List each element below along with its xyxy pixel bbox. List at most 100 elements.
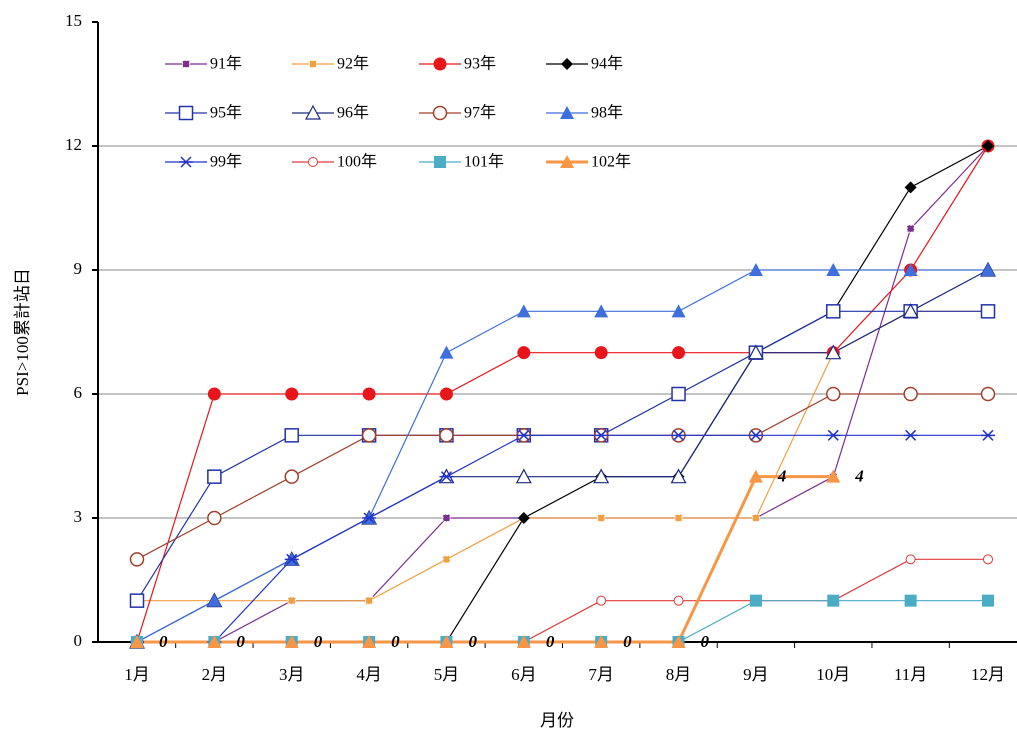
marker (826, 386, 841, 402)
x-tick-label: 6月 (511, 665, 537, 684)
y-tick-label: 9 (74, 259, 83, 278)
marker (515, 468, 532, 484)
marker (442, 555, 451, 564)
marker (439, 428, 454, 443)
marker (207, 387, 221, 401)
marker (748, 469, 763, 483)
marker (903, 429, 918, 441)
marker (439, 345, 454, 359)
marker (284, 635, 299, 648)
y-tick-label: 15 (65, 11, 82, 30)
marker (304, 104, 322, 120)
x-tick-label: 2月 (202, 665, 228, 684)
data-label: 0 (468, 632, 477, 651)
legend-label: 100年 (337, 153, 377, 171)
marker (284, 428, 299, 443)
y-tick-label: 6 (74, 383, 83, 402)
marker (561, 58, 573, 70)
y-tick-label: 12 (65, 135, 82, 154)
marker (594, 346, 608, 360)
y-tick-label: 0 (74, 631, 83, 650)
marker (207, 469, 222, 484)
marker (287, 596, 296, 605)
marker (671, 635, 686, 648)
marker (594, 304, 609, 318)
marker (439, 471, 454, 483)
legend-label: 91年 (210, 55, 242, 73)
marker (285, 387, 299, 401)
marker (902, 303, 919, 318)
legend-label: 96年 (337, 104, 369, 122)
marker (284, 469, 299, 484)
series-line (137, 475, 834, 644)
marker (516, 429, 531, 441)
x-tick-label: 7月 (588, 665, 614, 684)
marker (983, 554, 993, 565)
legend-label: 94年 (591, 55, 623, 73)
marker (982, 140, 994, 152)
marker (981, 429, 995, 441)
legend-label: 97年 (464, 104, 496, 122)
marker (825, 344, 842, 360)
marker (673, 595, 684, 606)
marker (594, 429, 609, 441)
marker (207, 510, 222, 526)
marker (904, 594, 917, 607)
marker (905, 554, 916, 565)
marker (980, 304, 996, 319)
marker (903, 386, 918, 402)
marker (593, 468, 610, 484)
marker (826, 263, 841, 276)
marker (308, 157, 318, 167)
legend-label: 92年 (337, 55, 369, 73)
marker (179, 156, 193, 168)
marker (903, 263, 918, 276)
marker (560, 106, 574, 119)
marker (434, 156, 446, 168)
marker (207, 593, 222, 607)
data-label: 4 (854, 467, 864, 486)
marker (748, 429, 763, 441)
legend-label: 95年 (210, 104, 242, 122)
marker (365, 596, 374, 605)
data-label: 0 (314, 632, 323, 651)
x-tick-label: 11月 (894, 665, 927, 684)
marker (182, 60, 190, 68)
marker (129, 593, 145, 608)
x-tick-label: 9月 (743, 665, 769, 684)
marker (826, 429, 841, 441)
marker (827, 594, 840, 607)
marker (516, 635, 531, 648)
data-label: 4 (777, 467, 787, 486)
marker (362, 387, 376, 401)
marker (439, 635, 454, 648)
marker (674, 514, 683, 522)
marker (516, 304, 531, 318)
marker (284, 553, 299, 565)
marker (362, 635, 377, 648)
marker (207, 635, 222, 648)
marker (748, 263, 763, 276)
marker (671, 304, 686, 318)
marker (594, 635, 609, 648)
marker (309, 60, 317, 68)
marker (130, 635, 144, 648)
x-tick-label: 12月 (971, 665, 1005, 684)
data-label: 0 (236, 632, 245, 651)
marker (442, 514, 451, 522)
series-line (137, 310, 988, 602)
legend-label: 93年 (464, 55, 496, 73)
legend: 91年 92年 93年 94年 95年 96年 97年 98年 99年 100年 101年 102年 (165, 55, 631, 171)
marker (560, 155, 574, 168)
marker (178, 105, 194, 121)
data-label: 0 (391, 632, 400, 651)
y-tick-label: 3 (74, 507, 83, 526)
marker (671, 429, 686, 441)
y-axis-label: PSI>100累計站日 (13, 268, 32, 396)
marker (749, 594, 762, 607)
x-tick-label: 1月 (124, 665, 150, 684)
marker (980, 386, 996, 402)
legend-label: 101年 (464, 153, 504, 171)
data-label: 0 (546, 632, 555, 651)
series-line (136, 145, 989, 643)
